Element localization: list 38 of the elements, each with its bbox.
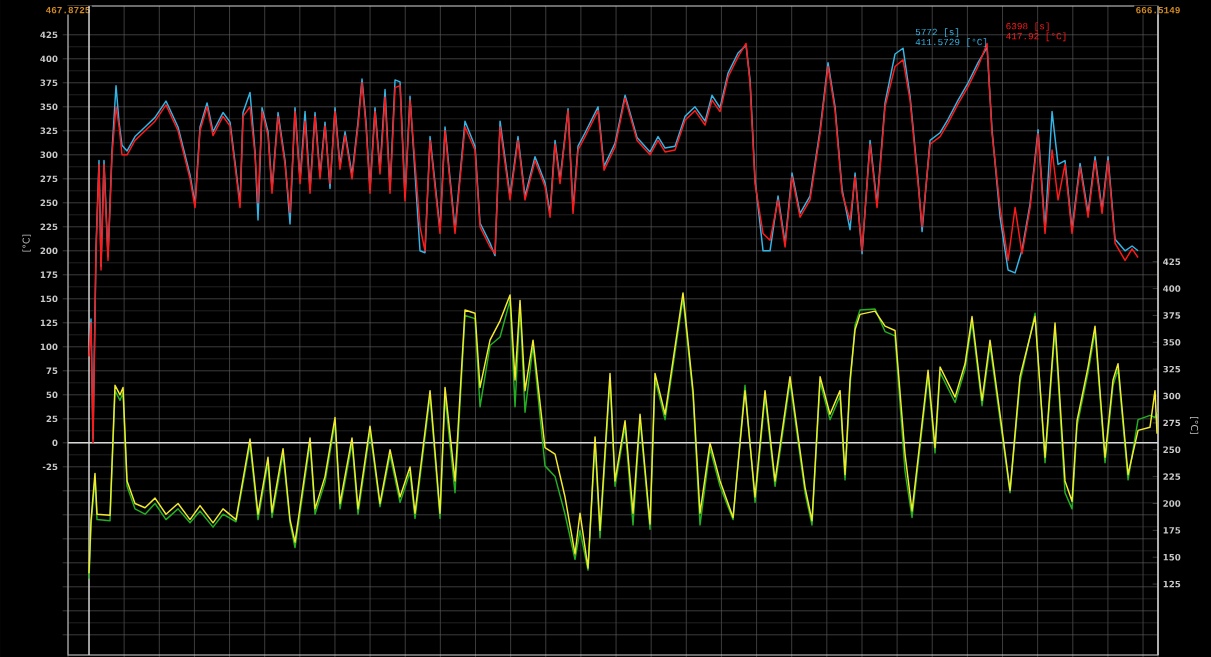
y-tick-label: 325 — [40, 127, 58, 135]
y-tick-label: 200 — [40, 247, 58, 255]
y2-tick-label: 400 — [1163, 285, 1181, 292]
y-tick-label: 225 — [40, 223, 58, 231]
y-tick-label: 275 — [40, 175, 58, 183]
y2-tick-label: 250 — [1163, 446, 1181, 454]
y-tick-label: 50 — [46, 391, 58, 399]
y2-tick-label: 275 — [1163, 419, 1181, 427]
annotation: 6398 [s] — [1006, 22, 1049, 32]
annotation: 5772 [s] — [915, 28, 959, 38]
y2-tick-label: 425 — [1163, 258, 1181, 265]
y-tick-label: 250 — [40, 199, 58, 207]
y-tick-label: 400 — [40, 55, 58, 63]
y-tick-label: -25 — [42, 463, 58, 471]
y-tick-label: 375 — [40, 79, 58, 87]
annotation: 411.5729 [°C] — [915, 38, 987, 48]
y-tick-label: 125 — [40, 319, 58, 327]
y2-tick-label: 375 — [1163, 312, 1181, 319]
y-tick-label: 100 — [40, 343, 58, 351]
y2-tick-label: 325 — [1163, 365, 1181, 373]
annotation: 417.92 [°C] — [1006, 32, 1066, 42]
y-tick-label: 350 — [40, 103, 58, 111]
y2-axis-title: [°C] — [1189, 416, 1199, 434]
y-tick-label: 25 — [46, 415, 58, 423]
y2-tick-label: 350 — [1163, 339, 1181, 346]
y-tick-label: 425 — [40, 31, 58, 39]
y2-tick-label: 175 — [1163, 527, 1181, 534]
y2-tick-label: 200 — [1163, 500, 1181, 507]
y2-tick-label: 225 — [1163, 473, 1181, 480]
y-tick-label: 150 — [40, 295, 58, 303]
y-tick-label: 0 — [52, 439, 58, 447]
y-tick-label: 175 — [40, 271, 58, 279]
y-tick-label: 75 — [46, 367, 58, 375]
y2-tick-label: 125 — [1163, 580, 1181, 588]
y-axis-title: [°C] — [22, 234, 31, 252]
y-tick-label: 300 — [40, 151, 58, 159]
y2-tick-label: 300 — [1163, 392, 1181, 400]
y2-tick-label: 150 — [1163, 553, 1181, 561]
